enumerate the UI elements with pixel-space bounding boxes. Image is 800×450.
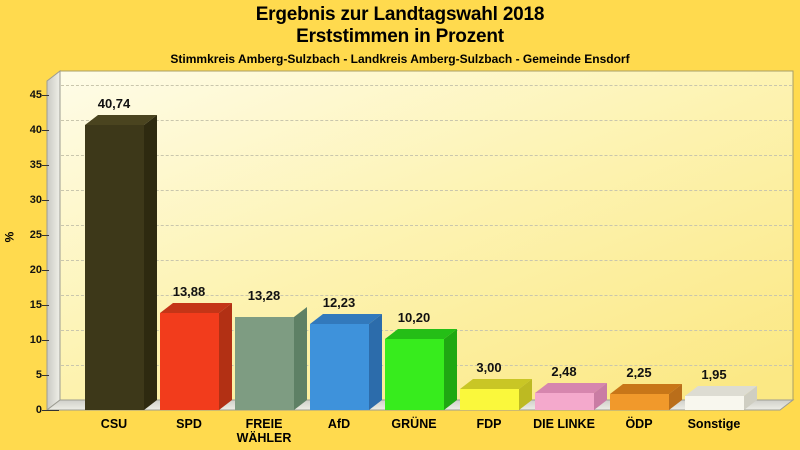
y-tick-label-30: 30 [29,194,42,206]
y-tick-label-15: 15 [29,299,42,311]
bar-freie-w-hler [235,307,307,410]
bar-value-label: 13,28 [247,288,281,303]
bar-top-face [610,384,682,394]
bar-front-face [610,394,669,410]
y-tick-5 [42,375,49,376]
bar-front-face [85,125,144,410]
chart-title-line2: Erststimmen in Prozent [296,26,504,47]
bar-top-face [160,303,232,313]
y-tick-label-10: 10 [29,334,42,346]
gridline-35 [61,155,792,156]
y-tick-35 [42,165,49,166]
y-tick-label-40: 40 [29,124,42,136]
y-tick-label-0: 0 [35,404,42,416]
x-axis-label-spd: SPD [176,417,202,431]
bar-side-face [219,303,232,410]
gridline-45 [61,85,792,86]
bar-spd [160,303,232,410]
x-axis-label-die-linke: DIE LINKE [533,417,595,431]
bar-top-face [310,314,382,324]
gridline-40 [61,120,792,121]
bar-die-linke [535,383,607,410]
bar-sonstige [685,386,757,410]
x-axis-label-csu: CSU [100,417,128,431]
x-axis-label-afd: AfD [327,417,351,431]
bar-gr-ne [385,329,457,410]
bar-side-face [519,379,532,410]
bar-front-face [385,339,444,410]
y-tick-label-5: 5 [35,369,42,381]
bar-side-face [294,307,307,410]
bar-front-face [535,393,594,410]
x-axis-label-freie-w-hler: FREIE WÄHLER [236,417,292,445]
x-axis-label--dp: ÖDP [625,417,653,431]
chart-subtitle: Stimmkreis Amberg-Sulzbach - Landkreis A… [170,52,630,66]
x-axis-label-gr-ne: GRÜNE [391,417,437,431]
bar-top-face [685,386,757,396]
bar-value-label: 10,20 [397,310,431,325]
chart-title-line1: Ergebnis zur Landtagswahl 2018 [255,4,545,25]
bar-side-face [444,329,457,410]
gridline-25 [61,225,792,226]
bar-value-label: 2,48 [551,364,577,379]
bar-value-label: 1,95 [701,367,727,382]
y-tick-10 [42,340,49,341]
bar-front-face [310,324,369,410]
bar-top-face [85,115,157,125]
gridline-30 [61,190,792,191]
y-tick-30 [42,200,49,201]
bar-front-face [460,389,519,410]
bar-top-face [535,383,607,393]
bar-top-face [385,329,457,339]
y-tick-0 [42,410,59,411]
y-tick-20 [42,270,49,271]
x-axis-label-sonstige: Sonstige [687,417,741,431]
bar-side-face [144,115,157,410]
bar-value-label: 3,00 [476,360,502,375]
y-tick-40 [42,130,49,131]
y-tick-45 [42,95,49,96]
bar-csu [85,115,157,410]
bar-value-label: 40,74 [97,96,131,111]
y-tick-25 [42,235,49,236]
bar-value-label: 2,25 [626,365,652,380]
bar-value-label: 13,88 [172,284,206,299]
bar-front-face [685,396,744,410]
y-tick-label-45: 45 [29,89,42,101]
bar-afd [310,314,382,410]
bar-value-label: 12,23 [322,295,356,310]
bar-side-face [369,314,382,410]
plot-left-wall [46,69,61,412]
gridline-15 [61,295,792,296]
bar--dp [610,384,682,410]
bar-fdp [460,379,532,410]
bar-front-face [160,313,219,410]
y-tick-15 [42,305,49,306]
x-axis-label-fdp: FDP [476,417,502,431]
bar-top-face [460,379,532,389]
y-tick-label-20: 20 [29,264,42,276]
y-tick-label-25: 25 [29,229,42,241]
bar-front-face [235,317,294,410]
y-tick-label-35: 35 [29,159,42,171]
gridline-20 [61,260,792,261]
